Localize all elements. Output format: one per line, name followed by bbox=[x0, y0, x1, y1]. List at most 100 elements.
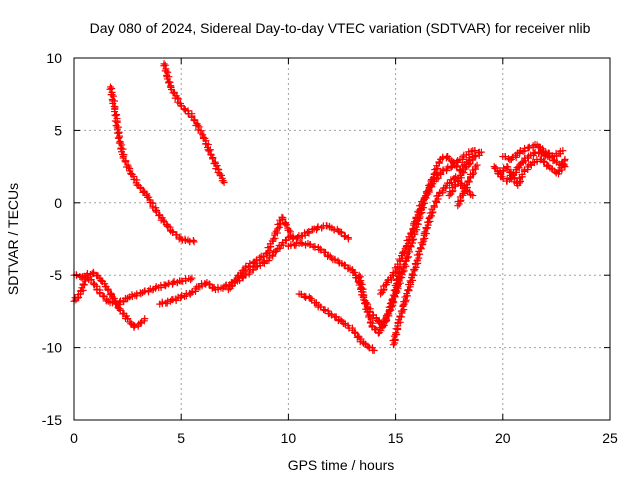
data-point bbox=[151, 284, 159, 292]
trail-marker bbox=[314, 223, 322, 231]
y-tick-label: 0 bbox=[54, 195, 62, 211]
series-track-p bbox=[495, 155, 569, 189]
data-point bbox=[190, 238, 198, 246]
trail-marker bbox=[213, 162, 221, 170]
trail-marker bbox=[415, 254, 423, 262]
series-track-o bbox=[499, 140, 567, 164]
trail-marker bbox=[465, 178, 473, 186]
series-track-f bbox=[224, 213, 352, 294]
data-point bbox=[473, 161, 481, 169]
trail-marker bbox=[500, 164, 508, 172]
data-point bbox=[490, 163, 498, 171]
trail-marker bbox=[377, 327, 385, 335]
trail-marker bbox=[109, 92, 117, 100]
x-tick-label: 5 bbox=[177, 430, 185, 446]
trail-marker bbox=[128, 291, 136, 299]
axis-ticks: 0 5 10 15 20 25 -15 -10 -5 0 5 10 bbox=[42, 50, 618, 446]
trail-marker bbox=[467, 148, 475, 156]
trail-marker bbox=[205, 280, 213, 288]
data-point bbox=[561, 155, 569, 163]
trail-marker bbox=[289, 234, 297, 242]
y-tick-label: -15 bbox=[42, 412, 62, 428]
trail-marker bbox=[414, 208, 422, 216]
trail-marker bbox=[294, 233, 302, 241]
trail-marker bbox=[303, 228, 311, 236]
trail-marker bbox=[121, 157, 129, 165]
data-point bbox=[445, 192, 453, 200]
trail-marker bbox=[471, 147, 479, 155]
trail-marker bbox=[159, 216, 167, 224]
trail-marker bbox=[429, 173, 437, 181]
data-point bbox=[269, 235, 277, 243]
trail-marker bbox=[419, 201, 427, 209]
trail-marker bbox=[340, 261, 348, 269]
trail-marker bbox=[187, 276, 195, 284]
trail-marker bbox=[245, 263, 253, 271]
trail-marker bbox=[109, 99, 117, 107]
series-track-i bbox=[355, 152, 477, 337]
trail-marker bbox=[321, 306, 329, 314]
trail-marker bbox=[331, 255, 339, 263]
trail-marker bbox=[181, 105, 189, 113]
trail-marker bbox=[114, 134, 122, 142]
y-tick-label: 10 bbox=[46, 50, 62, 66]
trail-marker bbox=[411, 218, 419, 226]
trail-marker bbox=[401, 260, 409, 268]
trail-marker bbox=[400, 249, 408, 257]
trail-marker bbox=[404, 240, 412, 248]
trail-marker bbox=[81, 273, 89, 281]
trail-marker bbox=[442, 154, 450, 162]
x-axis-label: GPS time / hours bbox=[288, 457, 395, 473]
trail-marker bbox=[311, 242, 319, 250]
trail-marker bbox=[164, 68, 172, 76]
data-point bbox=[136, 319, 144, 327]
series-track-m bbox=[454, 161, 481, 210]
data-point bbox=[188, 274, 196, 282]
trail-marker bbox=[127, 169, 135, 177]
trail-marker bbox=[384, 310, 392, 318]
trail-marker bbox=[169, 296, 177, 304]
series-track-j bbox=[389, 173, 477, 349]
trail-marker bbox=[281, 219, 289, 227]
trail-marker bbox=[282, 221, 290, 229]
y-tick-label: -10 bbox=[42, 340, 62, 356]
trail-marker bbox=[519, 147, 527, 155]
trail-marker bbox=[465, 161, 473, 169]
grid-lines bbox=[74, 58, 610, 420]
data-point bbox=[370, 346, 378, 354]
trail-marker bbox=[108, 298, 116, 306]
trail-marker bbox=[268, 251, 276, 259]
trail-marker bbox=[421, 234, 429, 242]
trail-marker bbox=[107, 289, 115, 297]
trail-marker bbox=[337, 316, 345, 324]
trail-marker bbox=[125, 163, 133, 171]
trail-marker bbox=[265, 247, 273, 255]
x-tick-label: 10 bbox=[281, 430, 297, 446]
data-point bbox=[469, 192, 477, 200]
trail-marker bbox=[515, 164, 523, 172]
chart-title: Day 080 of 2024, Sidereal Day-to-day VTE… bbox=[90, 20, 591, 36]
trail-marker bbox=[402, 296, 410, 304]
trail-marker bbox=[298, 239, 306, 247]
series-track-e bbox=[156, 234, 292, 308]
trail-marker bbox=[256, 254, 264, 262]
x-tick-label: 25 bbox=[602, 430, 618, 446]
series-track-a bbox=[106, 83, 198, 246]
trail-marker bbox=[112, 299, 120, 307]
x-tick-label: 0 bbox=[70, 430, 78, 446]
trail-marker bbox=[390, 298, 398, 306]
trail-marker bbox=[197, 129, 205, 137]
data-point bbox=[344, 235, 352, 243]
trail-marker bbox=[341, 232, 349, 240]
y-tick-label: 5 bbox=[54, 122, 62, 138]
x-tick-label: 15 bbox=[388, 430, 404, 446]
series-track-h bbox=[295, 290, 378, 354]
trail-marker bbox=[195, 123, 203, 131]
trail-marker bbox=[470, 169, 478, 177]
data-point bbox=[381, 318, 389, 326]
y-tick-label: -5 bbox=[50, 267, 63, 283]
trail-marker bbox=[460, 169, 468, 177]
data-point bbox=[141, 315, 149, 323]
series-track-l bbox=[445, 148, 485, 200]
trail-marker bbox=[431, 166, 439, 174]
